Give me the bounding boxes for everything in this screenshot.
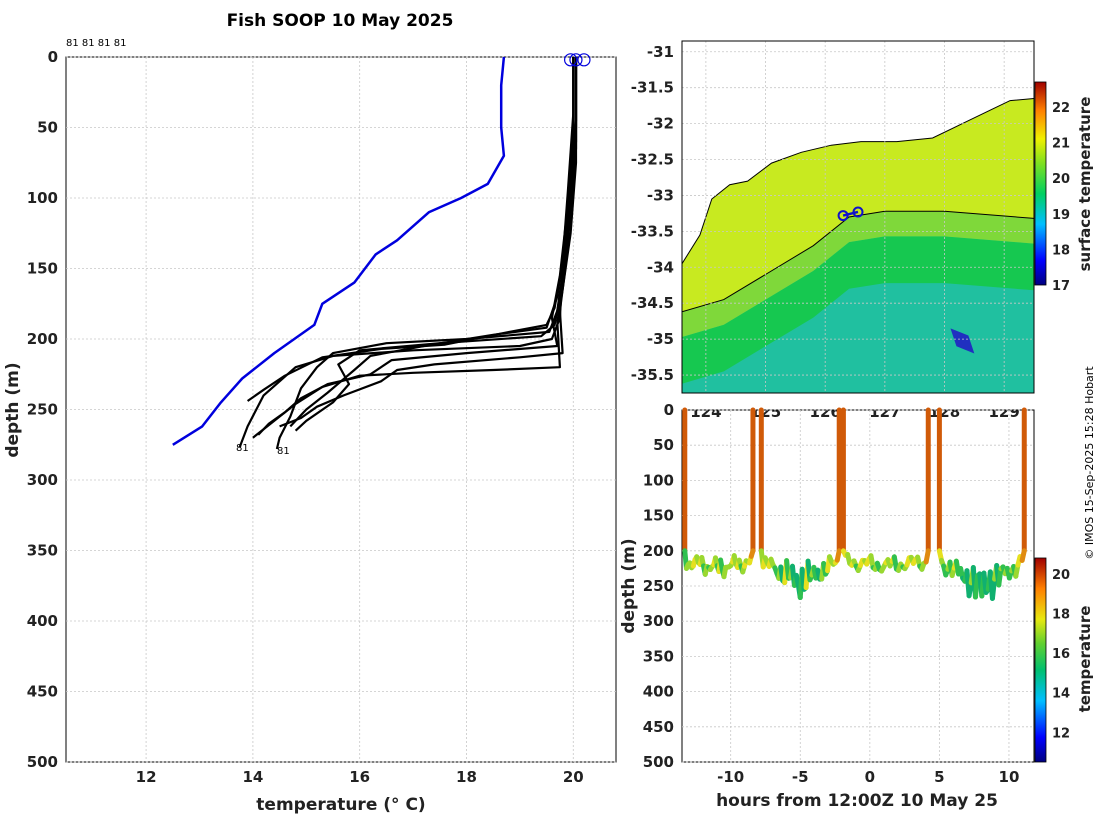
temperature-colorbar [1035,558,1046,762]
surface-marker [565,54,577,66]
credit-text: © IMOS 15-Sep-2025 15:28 Hobart [1083,366,1096,560]
profile-x-tick-label: 16 [349,768,370,786]
profile-y-tick-label: 400 [27,612,58,630]
depth-time-y-tick-label: 300 [643,612,674,630]
dive-bottom-segment [837,551,839,560]
depth-time-chart: hours from 12:00Z 10 May 25 depth (m) te… [619,401,1094,811]
profile-y-tick-label: 0 [48,48,58,66]
profile-y-tick-label: 250 [27,401,58,419]
map-latitude-tick-label: -32.5 [631,151,674,169]
label-mask [682,404,1034,410]
dive-bottom-segment [926,551,928,562]
depth-time-y-tick-label: 250 [643,577,674,595]
dive-bottom-segment [1022,551,1024,561]
surface-colorbar-tick-label: 21 [1052,137,1070,152]
dive-bottom-segment [992,579,994,598]
profile-chart: 81 81 81 81 temperature (° C) depth (m) … [3,38,616,815]
depth-time-y-tick-label: 200 [643,542,674,560]
map-latitude-tick-label: -34.5 [631,294,674,312]
depth-time-x-axis-label: hours from 12:00Z 10 May 25 [716,791,998,811]
temperature-colorbar-tick-label: 14 [1052,687,1070,702]
surface-colorbar-tick-label: 22 [1052,101,1070,116]
series-climatology [173,57,504,445]
dive-trace [685,410,753,577]
figure-title: Fish SOOP 10 May 2025 [227,11,454,31]
map-latitude-tick-label: -31.5 [631,79,674,97]
series-profile-h [253,57,576,438]
profile-y-tick-label: 50 [37,119,58,137]
map-latitude-tick-label: -33.5 [631,222,674,240]
profile-chart-frame [66,57,616,762]
map-latitude-tick-label: -32 [647,115,674,133]
depth-time-y-tick-label: 400 [643,683,674,701]
profile-y-tick-label: 350 [27,542,58,560]
profile-y-tick-label: 450 [27,683,58,701]
profile-y-tick-label: 100 [27,189,58,207]
profile-y-tick-label: 300 [27,471,58,489]
dive-bottom-segment [975,576,977,597]
profile-x-tick-label: 14 [242,768,263,786]
series-profile-b [277,57,576,449]
dive-bottom-segment [787,561,789,579]
depth-time-y-axis-label: depth (m) [619,538,639,633]
depth-time-y-tick-label: 150 [643,507,674,525]
dive-trace [843,410,928,571]
profile-y-tick-label: 150 [27,260,58,278]
temperature-colorbar-tick-label: 20 [1052,568,1070,583]
profile-end-label: 81 [277,446,290,457]
surface-colorbar-tick-label: 17 [1052,279,1070,294]
depth-time-y-tick-label: 100 [643,471,674,489]
depth-time-x-tick-label: -5 [792,768,809,786]
depth-time-x-tick-label: 10 [999,768,1020,786]
profile-x-tick-label: 20 [563,768,584,786]
dive-bottom-segment [751,551,753,557]
profile-x-tick-label: 18 [456,768,477,786]
temperature-colorbar-tick-label: 12 [1052,726,1070,741]
series-profile-d [290,57,576,426]
map-latitude-tick-label: -33 [647,186,674,204]
depth-time-x-tick-label: 0 [865,768,875,786]
map-latitude-tick-label: -35.5 [631,366,674,384]
map-latitude-tick-label: -31 [647,43,674,61]
depth-time-y-tick-label: 50 [653,436,674,454]
map-latitude-tick-label: -34 [647,258,674,276]
depth-time-x-tick-label: -10 [717,768,744,786]
series-profile-e [258,57,573,435]
surface-colorbar-tick-label: 20 [1052,172,1070,187]
profile-x-tick-label: 12 [136,768,157,786]
series-profile-a [240,57,577,448]
profile-labels-top: 81 81 81 81 [66,38,126,49]
depth-time-y-tick-label: 500 [643,753,674,771]
temperature-colorbar-tick-label: 18 [1052,607,1070,622]
temperature-colorbar-tick-label: 16 [1052,647,1070,662]
series-profile-f [280,57,576,426]
surface-temperature-colorbar [1035,82,1046,285]
depth-time-y-tick-label: 450 [643,718,674,736]
surface-temperature-map: surface temperature -31 -31.5 -32 -32.5 -33 -… [631,41,1094,421]
temperature-colorbar-label: temperature [1076,606,1094,713]
surface-colorbar-tick-label: 18 [1052,243,1070,258]
dive-trace [939,410,1024,598]
profile-end-label: 81 [236,443,249,454]
depth-time-y-tick-label: 0 [664,401,674,419]
depth-time-y-tick-label: 350 [643,647,674,665]
profile-y-tick-label: 500 [27,753,58,771]
surface-temperature-colorbar-label: surface temperature [1076,97,1094,272]
profile-y-axis-label: depth (m) [3,362,23,457]
profile-x-axis-label: temperature (° C) [256,795,425,815]
profile-y-tick-label: 200 [27,330,58,348]
map-latitude-tick-label: -35 [647,330,674,348]
surface-colorbar-tick-label: 19 [1052,208,1070,223]
surface-marker [578,54,590,66]
depth-time-x-tick-label: 5 [934,768,944,786]
series-profile-c [296,57,574,431]
